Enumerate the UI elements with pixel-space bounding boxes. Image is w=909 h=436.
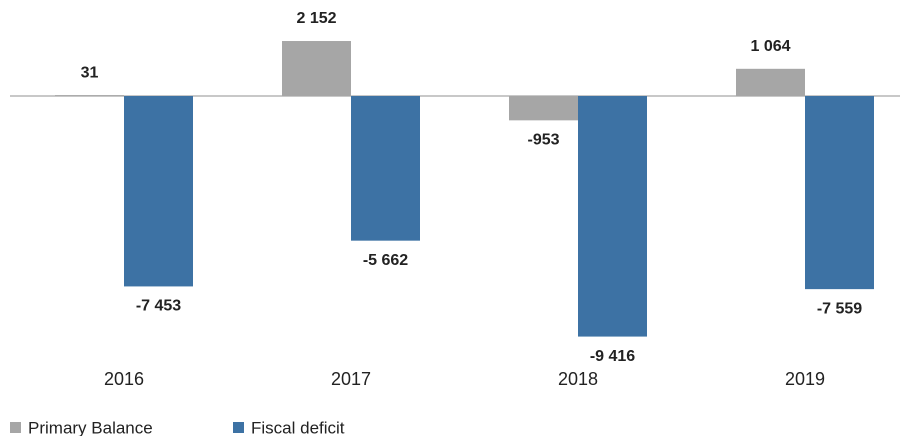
value-label: -7 559	[817, 300, 862, 317]
legend-label: Primary Balance	[28, 418, 153, 436]
x-tick-label: 2018	[558, 369, 598, 389]
x-tick-label: 2017	[331, 369, 371, 389]
legend-label: Fiscal deficit	[251, 418, 345, 436]
x-tick-label: 2016	[104, 369, 144, 389]
value-label: 1 064	[750, 38, 790, 55]
bar	[55, 95, 124, 96]
value-label: -7 453	[136, 298, 181, 315]
bar	[736, 68, 805, 96]
value-label: -5 662	[363, 252, 408, 269]
bar	[509, 96, 578, 121]
value-label: 2 152	[296, 10, 336, 27]
value-label: -9 416	[590, 348, 635, 365]
x-tick-label: 2019	[785, 369, 825, 389]
bar	[805, 96, 874, 290]
bar	[351, 96, 420, 241]
legend-swatch	[10, 422, 21, 433]
bar	[578, 96, 647, 337]
legend-swatch	[233, 422, 244, 433]
value-label: -953	[527, 132, 559, 149]
value-label: 31	[81, 64, 99, 81]
bar	[124, 96, 193, 287]
bar	[282, 41, 351, 96]
